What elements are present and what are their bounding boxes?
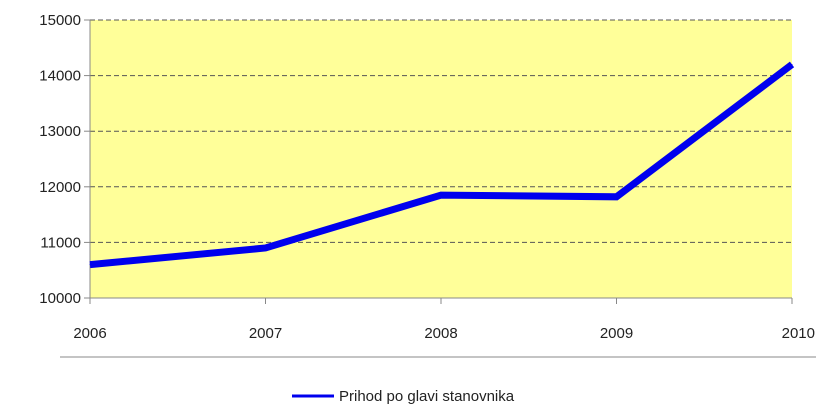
y-tick-label: 10000 bbox=[39, 290, 81, 307]
y-tick-labels: 10000 11000 12000 13000 14000 15000 bbox=[39, 12, 90, 307]
y-tick-label: 12000 bbox=[39, 179, 81, 196]
legend-label: Prihod po glavi stanovnika bbox=[339, 388, 515, 405]
x-tick-label: 2006 bbox=[73, 325, 106, 342]
data-point bbox=[616, 196, 617, 198]
data-point bbox=[440, 194, 442, 196]
y-tick-label: 14000 bbox=[39, 68, 81, 85]
legend: Prihod po glavi stanovnika bbox=[292, 388, 515, 405]
x-tick-label: 2010 bbox=[782, 325, 815, 342]
gridlines bbox=[90, 19, 792, 243]
data-point bbox=[89, 264, 91, 266]
y-tick-label: 11000 bbox=[40, 234, 81, 251]
series-group bbox=[89, 61, 795, 269]
x-tick-label: 2007 bbox=[249, 325, 282, 342]
x-tick-label: 2008 bbox=[424, 325, 457, 342]
y-tick-label: 15000 bbox=[39, 12, 81, 29]
data-point bbox=[265, 247, 266, 249]
x-tick-label: 2009 bbox=[600, 325, 633, 342]
x-tick-labels: 2006 2007 2008 2009 2010 bbox=[73, 298, 815, 342]
y-tick-label: 13000 bbox=[39, 123, 81, 140]
data-point bbox=[791, 63, 793, 65]
